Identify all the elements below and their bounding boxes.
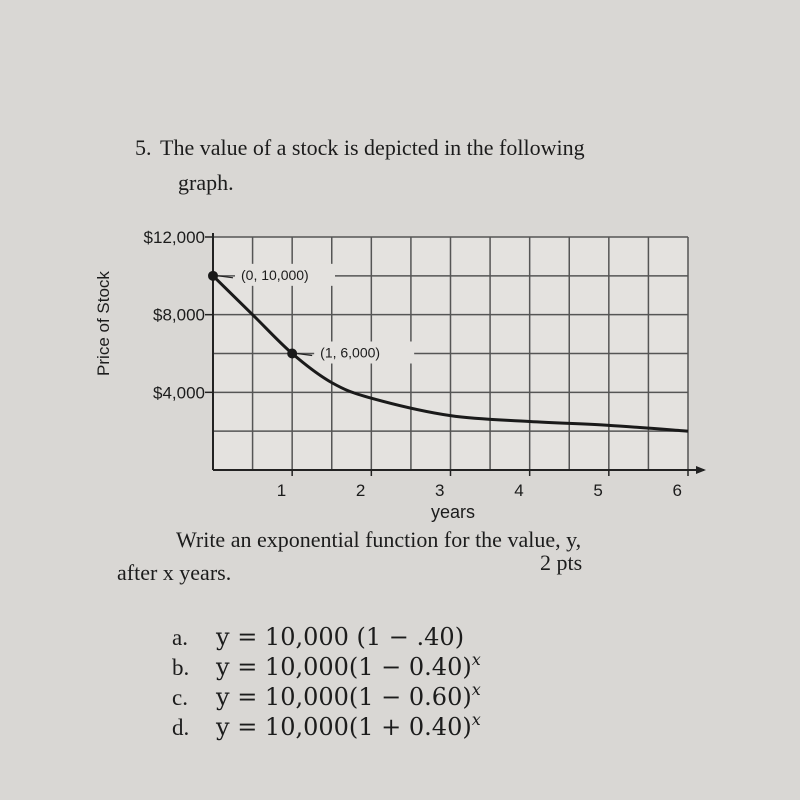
choice-formula: y = 10,000 (1 − .40) (215, 623, 464, 651)
points: 2 pts (540, 550, 582, 575)
x-tick-label: 1 (277, 481, 286, 500)
formula-text: y = 10,000(1 − 0.40) (215, 653, 472, 681)
x-tick-label: 6 (673, 481, 682, 500)
point (208, 270, 218, 281)
chart: $4,000 $8,000 $12,000 1 2 3 4 5 6 Price of Stock y… (94, 228, 706, 522)
y-tick-label: $12,000 (144, 228, 205, 247)
formula-text: y = 10,000(1 − 0.60) (215, 683, 472, 711)
choice-formula: y = 10,000(1 − 0.40)x (215, 650, 481, 681)
annotation-bg (314, 341, 415, 364)
y-axis-label: Price of Stock (94, 271, 113, 376)
annotation: (0, 10,000) (241, 267, 309, 283)
annotation: (1, 6,000) (320, 345, 380, 361)
choice-formula: y = 10,000(1 − 0.60)x (215, 680, 481, 711)
choice-letter: d. (172, 715, 189, 740)
choice-letter: c. (172, 685, 188, 710)
point (287, 348, 298, 359)
formula-exponent: x (472, 680, 481, 699)
question-text: graph. (178, 170, 234, 195)
question-number: 5. (135, 135, 152, 160)
point-leader (297, 352, 313, 357)
x-axis-label: years (431, 502, 475, 522)
formula-text: y = 10,000 (1 − .40) (215, 623, 464, 651)
point-leader (217, 275, 234, 279)
x-tick-label: 2 (356, 481, 365, 500)
formula-exponent: x (472, 710, 481, 729)
choice-letter: b. (172, 655, 189, 680)
y-tick-label: $8,000 (153, 306, 205, 325)
y-tick-label: $4,000 (153, 383, 205, 402)
line-series (211, 274, 689, 433)
choice-formula: y = 10,000(1 + 0.40)x (215, 710, 481, 741)
formula-exponent: x (472, 650, 481, 669)
choice-letter: a. (172, 625, 188, 650)
question-text: The value of a stock is depicted in the … (160, 135, 585, 160)
formula-text: y = 10,000(1 + 0.40) (215, 713, 472, 741)
prompt: after x years. (117, 560, 231, 585)
x-tick-label: 3 (435, 481, 444, 500)
prompt: Write an exponential function for the va… (176, 527, 581, 552)
annotation-bg (235, 263, 335, 286)
x-tick-label: 4 (514, 481, 523, 500)
choices: a. y = 10,000 (1 − .40) b. y = 10,000(1 − 0… (172, 623, 481, 741)
x-axis-arrow (696, 466, 706, 474)
x-tick-label: 5 (593, 481, 602, 500)
